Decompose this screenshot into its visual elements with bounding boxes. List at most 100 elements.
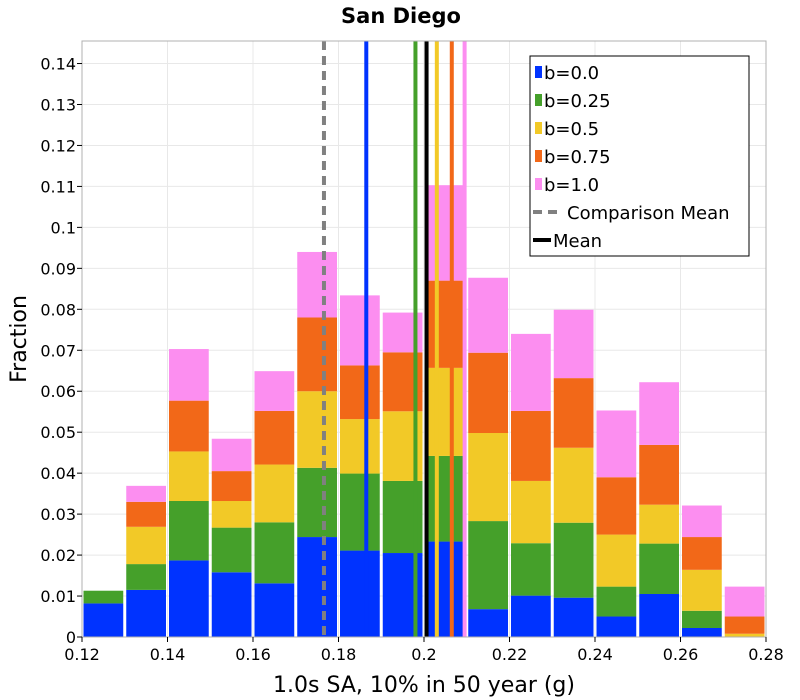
legend-swatch: [535, 150, 542, 162]
bar-segment: [682, 569, 722, 611]
y-tick-label: 0.1: [51, 218, 76, 237]
y-tick-label: 0.14: [40, 55, 76, 74]
bar-segment: [511, 595, 551, 637]
legend-label: Comparison Mean: [567, 203, 730, 224]
bar-segment: [468, 352, 508, 434]
bar-segment: [83, 603, 124, 637]
bar-segment: [596, 586, 637, 617]
y-tick-label: 0.04: [40, 464, 76, 483]
y-axis-label: Fraction: [7, 295, 32, 383]
x-tick-label: 0.18: [321, 645, 357, 664]
bar-segment: [254, 410, 295, 465]
bar-segment: [511, 480, 551, 544]
x-tick-label: 0.12: [64, 645, 100, 664]
bar-segment: [340, 473, 380, 551]
y-tick-label: 0.03: [40, 505, 76, 524]
y-tick-label: 0.11: [40, 177, 76, 196]
legend-label: b=0.5: [544, 119, 599, 140]
bar-segment: [553, 447, 594, 523]
bar-segment: [126, 589, 166, 637]
x-tick-label: 0.22: [492, 645, 528, 664]
x-tick-label: 0.26: [663, 645, 699, 664]
bar-segment: [126, 485, 166, 502]
legend-label: b=0.75: [544, 147, 611, 168]
bar-segment: [468, 609, 508, 637]
bar-segment: [468, 433, 508, 522]
bar-segment: [169, 400, 209, 452]
y-tick-label: 0.12: [40, 136, 76, 155]
y-tick-label: 0: [66, 628, 76, 647]
bar-segment: [639, 444, 679, 505]
chart-title: San Diego: [341, 4, 461, 28]
legend-label: b=0.0: [544, 63, 599, 84]
legend: b=0.0 b=0.25 b=0.5 b=0.75 b=1.0 Comparison Me…: [529, 55, 750, 257]
bar-segment: [254, 371, 295, 411]
bar-segment: [340, 419, 380, 474]
bar-segment: [169, 349, 209, 401]
y-tick-label: 0.05: [40, 423, 76, 442]
bar-segment: [724, 633, 765, 637]
x-tick-label: 0.2: [411, 645, 436, 664]
bar-segment: [425, 367, 466, 456]
bar-segment: [126, 501, 166, 527]
bar-segment: [126, 526, 166, 565]
bar-segment: [724, 586, 765, 617]
bar-segment: [468, 521, 508, 610]
bar-segment: [682, 537, 722, 570]
bar-segment: [211, 527, 252, 573]
bar-segment: [83, 590, 124, 604]
bar-segment: [468, 277, 508, 353]
legend-label: b=0.25: [544, 91, 611, 112]
bar-segment: [682, 627, 722, 637]
y-tick-label: 0.07: [40, 341, 76, 360]
bar-segment: [297, 317, 337, 392]
bar-segment: [297, 467, 337, 538]
bar-segment: [211, 572, 252, 637]
y-tick-label: 0.09: [40, 259, 76, 278]
x-tick-label: 0.24: [577, 645, 613, 664]
bar-segment: [596, 616, 637, 637]
bar-segment: [553, 309, 594, 379]
bar-segment: [682, 505, 722, 538]
bar-segment: [211, 471, 252, 502]
legend-box: [529, 55, 750, 257]
mean-lines: [321, 41, 467, 637]
bar-segment: [297, 537, 337, 637]
y-tick-label: 0.06: [40, 382, 76, 401]
bar-segment: [511, 410, 551, 481]
bar-segment: [169, 560, 209, 637]
bar-segment: [639, 504, 679, 544]
legend-label: Mean: [553, 231, 602, 252]
y-tick-label: 0.01: [40, 587, 76, 606]
x-axis-label: 1.0s SA, 10% in 50 year (g): [273, 673, 575, 698]
y-tick-label: 0.08: [40, 300, 76, 319]
bar-segment: [553, 597, 594, 637]
bar-segment: [682, 610, 722, 628]
bar-segment: [211, 501, 252, 528]
bar-segment: [254, 522, 295, 584]
x-tick-label: 0.14: [150, 645, 186, 664]
bar-segment: [425, 185, 466, 281]
bar-segment: [639, 382, 679, 445]
bar-segment: [126, 564, 166, 590]
bar-segment: [297, 391, 337, 468]
y-axis-ticks: 0 0.01 0.02 0.03 0.04 0.05 0.06 0.07 0.08 0.09 0.1…: [40, 55, 82, 647]
bar-segment: [169, 451, 209, 502]
x-axis-ticks: 0.12 0.14 0.16 0.18 0.2 0.22 0.24 0.26 0.28: [64, 637, 784, 664]
x-tick-label: 0.28: [748, 645, 784, 664]
bar-segment: [425, 455, 466, 542]
bar-segment: [254, 464, 295, 523]
legend-swatch: [535, 94, 542, 106]
legend-swatch: [535, 122, 542, 134]
bar-segment: [639, 543, 679, 594]
bar-segment: [340, 550, 380, 637]
bar-segment: [553, 522, 594, 598]
y-tick-label: 0.13: [40, 95, 76, 114]
x-tick-label: 0.16: [235, 645, 271, 664]
bar-segment: [211, 438, 252, 472]
bar-segment: [511, 333, 551, 411]
bar-segment: [425, 280, 466, 368]
bar-segment: [511, 543, 551, 596]
bar-segment: [340, 295, 380, 366]
